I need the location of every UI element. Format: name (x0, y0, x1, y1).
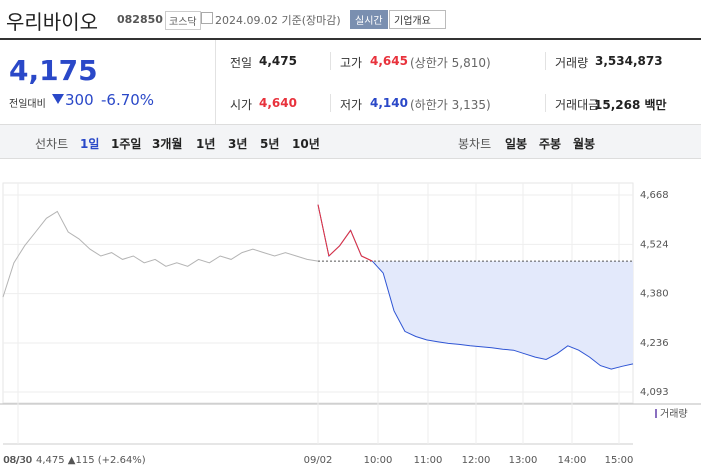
x-tick-label: 13:00 (509, 455, 538, 466)
divider (330, 94, 331, 112)
change: 300 (65, 91, 94, 109)
period-tab[interactable]: 3개월 (152, 137, 183, 151)
y-tick-label: 4,524 (640, 239, 669, 250)
calendar-icon (201, 12, 213, 24)
x-tick-label: 15:00 (605, 455, 634, 466)
down-arrow (52, 94, 64, 104)
tab-group-label: 선차트 (35, 137, 69, 151)
stat-value: 4,640 (259, 96, 297, 110)
period-tabs: 선차트 1일 1주일 3개월 1년 3년 5년 10년 봉차트 일봉 주봉 월봉 (0, 125, 701, 159)
period-tab[interactable]: 3년 (228, 137, 248, 151)
stat-value: 15,268 백만 (594, 98, 667, 112)
price-up-segment (350, 230, 362, 257)
stock-code: 082850 (117, 13, 163, 26)
period-tab[interactable]: 1년 (196, 137, 216, 151)
divider (215, 40, 216, 124)
x-tick-label: 12:00 (462, 455, 491, 466)
footer-change: 4,475 ▲115 (+2.64%) (36, 455, 146, 466)
stat-value: 3,534,873 (595, 54, 663, 68)
period-tab[interactable]: 월봉 (573, 137, 596, 151)
header: 우리바이오 082850 코스닥 2024.09.02 기준(장마감) 실시간 … (0, 0, 701, 40)
stat-label: 거래대금 (555, 98, 600, 112)
price: 4,175 (9, 54, 98, 87)
stat-value: 4,140 (370, 96, 408, 110)
period-tab[interactable]: 10년 (292, 137, 320, 151)
y-tick-label: 4,380 (640, 289, 669, 300)
quote-panel: 4,175 전일대비 300 -6.70% 전일 4,475 고가 4,645 (상한가… (0, 40, 701, 125)
price-line (2, 210, 319, 298)
stat-label: 고가 (340, 56, 363, 70)
period-tab[interactable]: 5년 (260, 137, 280, 151)
volume-legend: 거래량 (660, 408, 688, 420)
stat-label: 저가 (340, 98, 363, 112)
change-label: 전일대비 (9, 99, 46, 110)
x-tick-label: 10:00 (364, 455, 393, 466)
price-up-segment (328, 245, 341, 257)
x-tick-label: 08/30 (4, 455, 33, 466)
company-button[interactable]: 기업개요 (389, 10, 446, 29)
period-tab[interactable]: 1일 (80, 137, 100, 151)
x-tick-label: 14:00 (558, 455, 587, 466)
market-badge: 코스닥 (165, 11, 201, 30)
chart: 거래량 4,668 4,524 4,380 4,236 4,093 08/30 09/02 1… (0, 182, 701, 466)
period-tab[interactable]: 주봉 (539, 137, 562, 151)
footer-date: 08/30 (3, 455, 32, 466)
area (318, 261, 633, 370)
price-up-segment (361, 255, 373, 262)
y-tick-label: 4,668 (640, 190, 669, 201)
stat-label: 거래량 (555, 56, 589, 70)
stat-label: 시가 (230, 98, 253, 112)
change-pct: -6.70% (101, 91, 155, 109)
period-tab[interactable]: 일봉 (505, 137, 528, 151)
stat-value: 4,475 (259, 54, 297, 68)
tab-group-label: 봉차트 (458, 137, 492, 151)
volume-legend-swatch (655, 409, 657, 418)
stat-label: 전일 (230, 56, 253, 70)
price-up-segment (317, 204, 330, 257)
stat-note: (상한가 5,810) (410, 56, 491, 70)
price-up-segment (339, 230, 351, 246)
divider (330, 52, 331, 70)
x-tick-label: 09/02 (304, 455, 333, 466)
divider (545, 94, 546, 112)
y-tick-label: 4,236 (640, 338, 669, 349)
date: 2024.09.02 기준(장마감) (215, 14, 341, 27)
x-tick-label: 11:00 (414, 455, 443, 466)
period-tab[interactable]: 1주일 (111, 137, 142, 151)
divider (545, 52, 546, 70)
realtime-button[interactable]: 실시간 (350, 10, 388, 29)
stock-name: 우리바이오 (6, 10, 98, 34)
stat-note: (하한가 3,135) (410, 98, 491, 112)
stat-value: 4,645 (370, 54, 408, 68)
y-tick-label: 4,093 (640, 387, 669, 398)
